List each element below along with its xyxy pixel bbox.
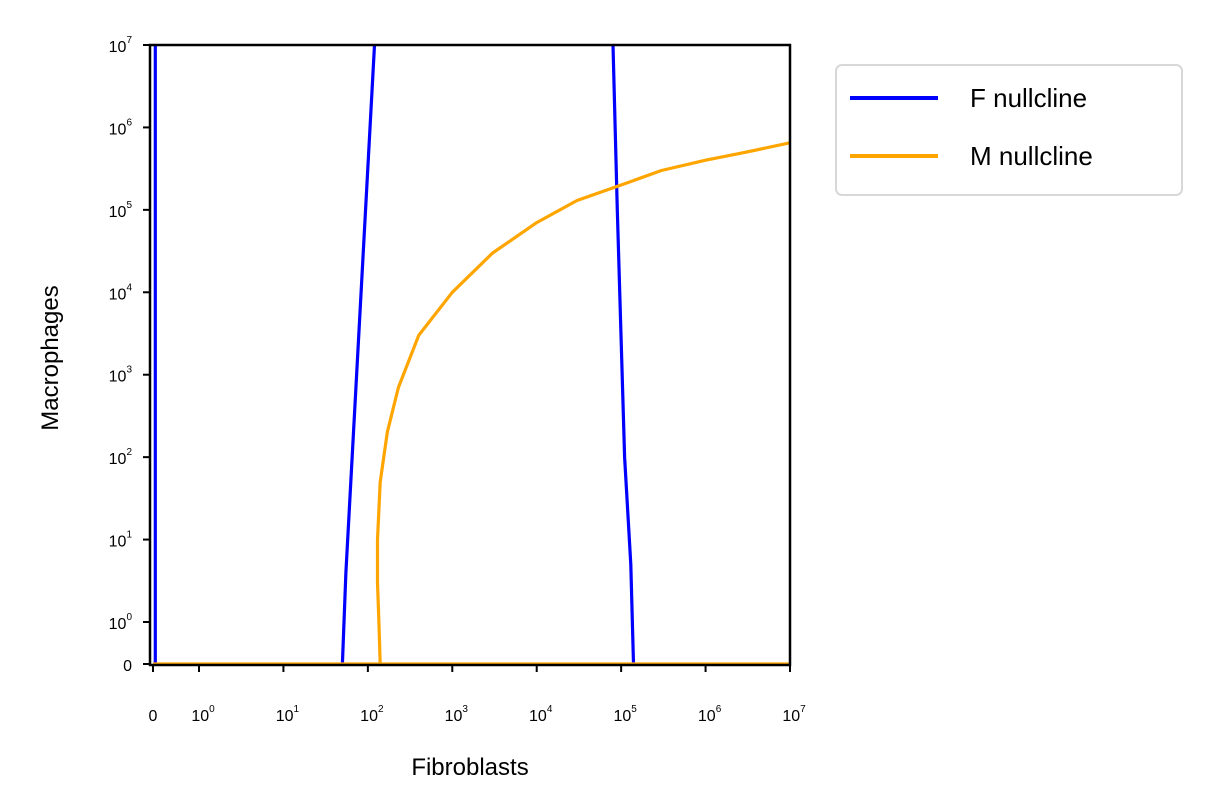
x-tick-label-0: 0 [149,708,158,725]
y-axis-label: Macrophages [37,285,64,430]
y-tick-label-7: 106 [109,117,133,138]
y-tick-label-3: 102 [109,447,133,468]
plot-area [153,44,790,666]
x-tick-label-6: 105 [613,704,637,725]
x-tick-label-5: 104 [529,704,553,725]
x-tick-label-4: 103 [445,704,469,725]
y-tick-label-8: 107 [109,35,133,56]
axis-ticks: 0 100 101 102 103 104 105 106 107 0 100 101 102 103 10… [109,35,806,725]
y-tick-label-2: 101 [109,530,133,551]
x-tick-label-2: 101 [276,704,300,725]
x-tick-label-1: 100 [191,704,215,725]
x-tick-label-7: 106 [698,704,722,725]
y-tick-label-0: 0 [123,658,132,675]
legend-label-1: M nullcline [970,141,1093,171]
legend-label-0: F nullcline [970,83,1087,113]
series-0-segment-1 [340,44,377,665]
legend: F nullcline M nullcline [835,64,1183,196]
y-tick-label-1: 100 [109,612,133,633]
series-1-segment-1 [375,141,790,665]
x-tick-label-3: 102 [360,704,384,725]
x-tick-label-8: 107 [782,704,806,725]
x-axis-label: Fibroblasts [411,754,528,781]
y-tick-label-6: 105 [109,200,133,221]
y-tick-label-5: 104 [109,282,133,303]
y-tick-label-4: 103 [109,365,133,386]
plot-frame [148,43,792,667]
series-0-segment-2 [611,44,636,665]
